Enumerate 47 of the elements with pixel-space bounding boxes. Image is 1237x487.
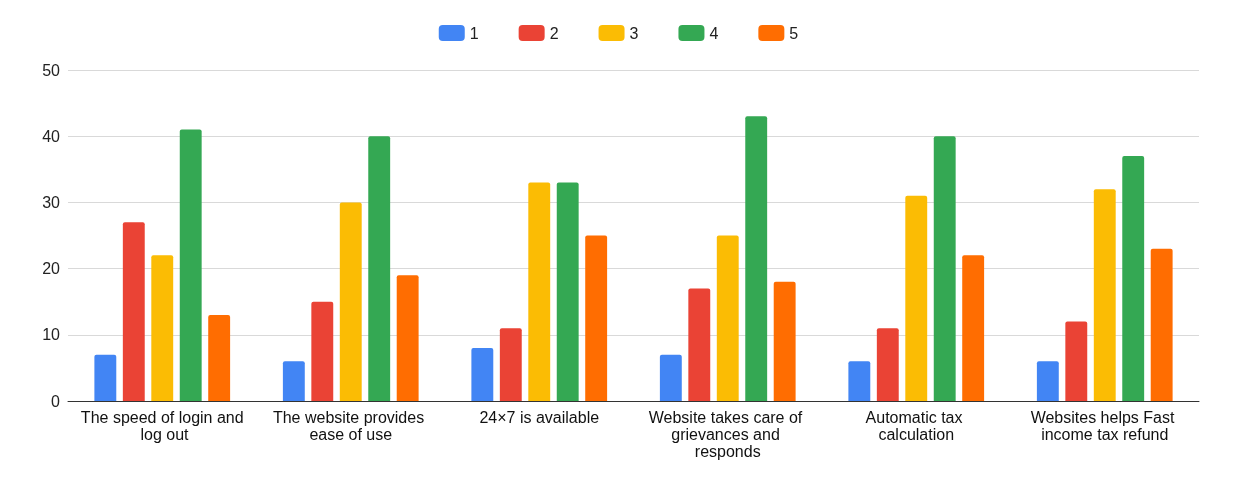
bar: [962, 255, 985, 401]
bar: [208, 314, 231, 401]
legend-label: 2: [549, 24, 559, 42]
bar: [1093, 189, 1116, 401]
bar: [339, 202, 362, 401]
bar: [94, 354, 117, 401]
x-tick-label: 24×7 is available: [479, 409, 600, 426]
bar: [151, 255, 174, 401]
bar: [905, 195, 928, 401]
bar: [848, 361, 871, 401]
legend-label: 4: [709, 24, 719, 42]
legend-label: 3: [629, 24, 639, 42]
bar: [471, 348, 494, 401]
bar: [933, 136, 956, 401]
bar: [716, 235, 739, 401]
bar: [659, 354, 682, 401]
legend-label: 5: [789, 24, 799, 42]
bar: [179, 129, 202, 401]
y-tick-label: 30: [42, 193, 61, 211]
bar: [773, 281, 796, 401]
bar: [122, 222, 145, 401]
legend-label: 1: [469, 24, 479, 42]
bar: [311, 301, 334, 401]
x-tick-label: Automatic tax calculation: [865, 409, 967, 443]
x-tick-label: Websites helps Fast income tax refund: [1030, 409, 1179, 443]
bar: [585, 235, 608, 401]
bar: [1036, 361, 1059, 401]
bar: [396, 275, 419, 401]
bar: [499, 328, 522, 401]
x-tick-label: The speed of login and log out: [80, 409, 244, 443]
bar: [528, 182, 551, 401]
x-tick-label: The website provides ease of use: [272, 409, 429, 443]
y-tick-label: 50: [42, 61, 61, 79]
bar: [556, 182, 579, 401]
bar: [745, 116, 768, 401]
y-tick-label: 40: [42, 127, 61, 145]
bar: [368, 136, 391, 401]
bar: [282, 361, 305, 401]
x-tick-label: Website takes care of grievances and responds: [648, 409, 807, 460]
y-tick-label: 20: [42, 260, 61, 278]
bar: [1122, 156, 1145, 401]
y-tick-label: 10: [42, 326, 61, 344]
bar: [688, 288, 711, 401]
y-tick-label: 0: [51, 392, 61, 410]
bar: [1065, 321, 1088, 401]
bar: [1150, 248, 1173, 401]
bar: [876, 328, 899, 401]
